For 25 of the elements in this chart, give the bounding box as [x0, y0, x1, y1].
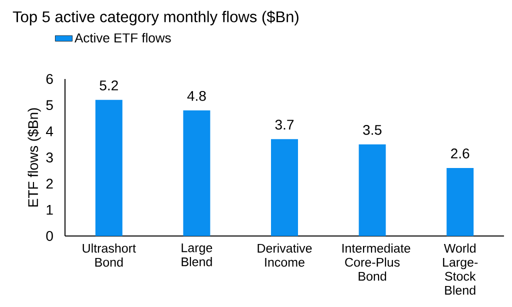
- legend-label: Active ETF flows: [74, 32, 171, 43]
- y-tick-label: 6: [46, 74, 53, 84]
- y-tick-label: 1: [46, 205, 53, 215]
- data-label: 2.6: [451, 148, 470, 158]
- x-tick-label: Large Blend: [182, 244, 212, 266]
- bar: [95, 100, 122, 236]
- data-label: 5.2: [100, 80, 118, 90]
- bar: [446, 168, 474, 236]
- x-tick-label: Ultrashort Bond: [82, 244, 136, 267]
- data-label: 3.5: [363, 124, 382, 135]
- y-tick-label: 2: [46, 178, 53, 189]
- bar: [183, 110, 210, 236]
- bar: [358, 144, 386, 236]
- y-axis-title: ETF flows ($Bn): [28, 108, 41, 207]
- bar: [271, 139, 298, 236]
- y-tick-label: 0: [46, 231, 53, 241]
- y-tick-label: 5: [46, 100, 53, 110]
- y-tick-label: 3: [46, 152, 53, 162]
- data-label: 3.7: [275, 120, 294, 130]
- x-tick-label: Derivative Income: [258, 244, 312, 267]
- chart-title: Top 5 active category monthly flows ($Bn): [12, 10, 298, 26]
- y-tick-label: 4: [46, 126, 54, 136]
- x-tick-label: Intermediate Core-Plus Bond: [342, 244, 410, 281]
- x-tick-label: World Large-Stock Blend: [443, 244, 478, 295]
- data-label: 4.8: [187, 90, 206, 101]
